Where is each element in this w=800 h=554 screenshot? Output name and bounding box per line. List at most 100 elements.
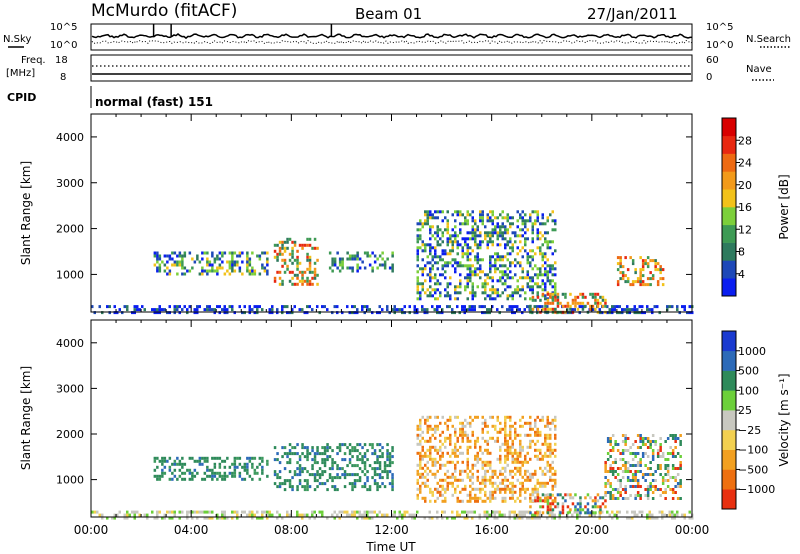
echo-cell [496,294,499,298]
echo-cell [529,457,532,461]
echo-cell [428,516,431,520]
echo-cell [439,294,442,298]
echo-cell [454,291,457,295]
echo-cell [283,305,286,309]
echo-cell [536,433,539,437]
echo-cell [624,274,627,278]
echo-cell [429,457,432,461]
echo-cell [486,496,489,500]
echo-cell [518,516,521,520]
echo-cell [529,433,532,437]
echo-cell [481,258,484,262]
echo-cell [388,311,391,315]
echo-cell [203,308,206,312]
echo-cell [158,308,161,312]
colorbar-tick-label: −100 [738,444,768,457]
echo-cell [494,424,497,428]
echo-cell [529,427,532,431]
echo-cell [586,493,590,497]
echo-cell [484,421,487,425]
echo-cell [286,510,289,514]
echo-cell [461,510,464,514]
echo-cell [519,261,522,265]
echo-cell [498,510,501,514]
echo-cell [596,301,600,305]
echo-cell [471,282,474,286]
echo-cell [223,516,226,520]
echo-cell [496,457,499,461]
echo-cell [644,488,647,491]
echo-cell [366,308,369,312]
echo-cell [636,479,640,482]
echo-cell [601,510,604,514]
echo-cell [168,468,172,472]
echo-cell [203,456,207,460]
echo-cell [193,459,197,463]
echo-cell [461,421,464,425]
echo-cell [634,497,637,500]
echo-cell [516,252,519,256]
echo-cell [511,469,514,473]
echo-cell [591,505,595,509]
echo-cell [509,264,512,268]
echo-cell [453,516,456,520]
echo-cell [421,445,424,449]
echo-cell [386,476,389,480]
echo-cell [236,260,239,264]
echo-cell [281,246,284,250]
echo-cell [491,481,494,485]
echo-cell [646,262,650,266]
echo-cell [628,311,631,315]
echo-cell [258,477,262,481]
echo-cell [536,430,539,434]
echo-cell [161,308,164,312]
echo-cell [318,473,322,477]
echo-cell [419,442,422,446]
echo-cell [456,243,459,247]
echo-cell [208,263,212,267]
echo-cell [231,266,234,270]
echo-cell [671,497,675,500]
echo-cell [479,490,482,494]
echo-cell [343,443,347,447]
echo-cell [136,510,139,514]
echo-cell [281,264,284,268]
echo-cell [554,505,557,509]
echo-cell [333,476,337,480]
echo-cell [126,305,129,309]
echo-cell [306,252,309,256]
colorbar-cell [722,118,736,137]
echo-cell [474,454,477,458]
echo-cell [326,449,329,453]
echo-cell [511,442,514,446]
xtick-label: 00:00 [74,523,109,537]
echo-cell [351,254,354,258]
echo-cell [439,466,442,470]
echo-cell [609,470,612,473]
echo-cell [476,457,479,461]
echo-cell [133,308,136,312]
echo-cell [644,443,647,446]
echo-cell [223,471,227,475]
echo-cell [223,308,226,312]
echo-cell [618,305,621,309]
echo-cell [436,267,439,271]
echo-cell [534,210,537,214]
echo-cell [536,285,539,289]
echo-cell [469,493,472,497]
echo-cell [624,497,627,500]
echo-cell [486,311,489,315]
echo-cell [616,256,620,260]
echo-cell [278,470,282,474]
echo-cell [188,468,192,472]
echo-cell [424,291,427,295]
echo-cell [416,246,419,250]
echo-cell [421,285,424,289]
echo-cell [436,496,439,500]
echo-cell [378,455,382,459]
echo-cell [388,266,392,270]
echo-cell [419,433,422,437]
echo-cell [446,487,449,491]
echo-cell [506,463,509,467]
echo-cell [499,225,502,229]
